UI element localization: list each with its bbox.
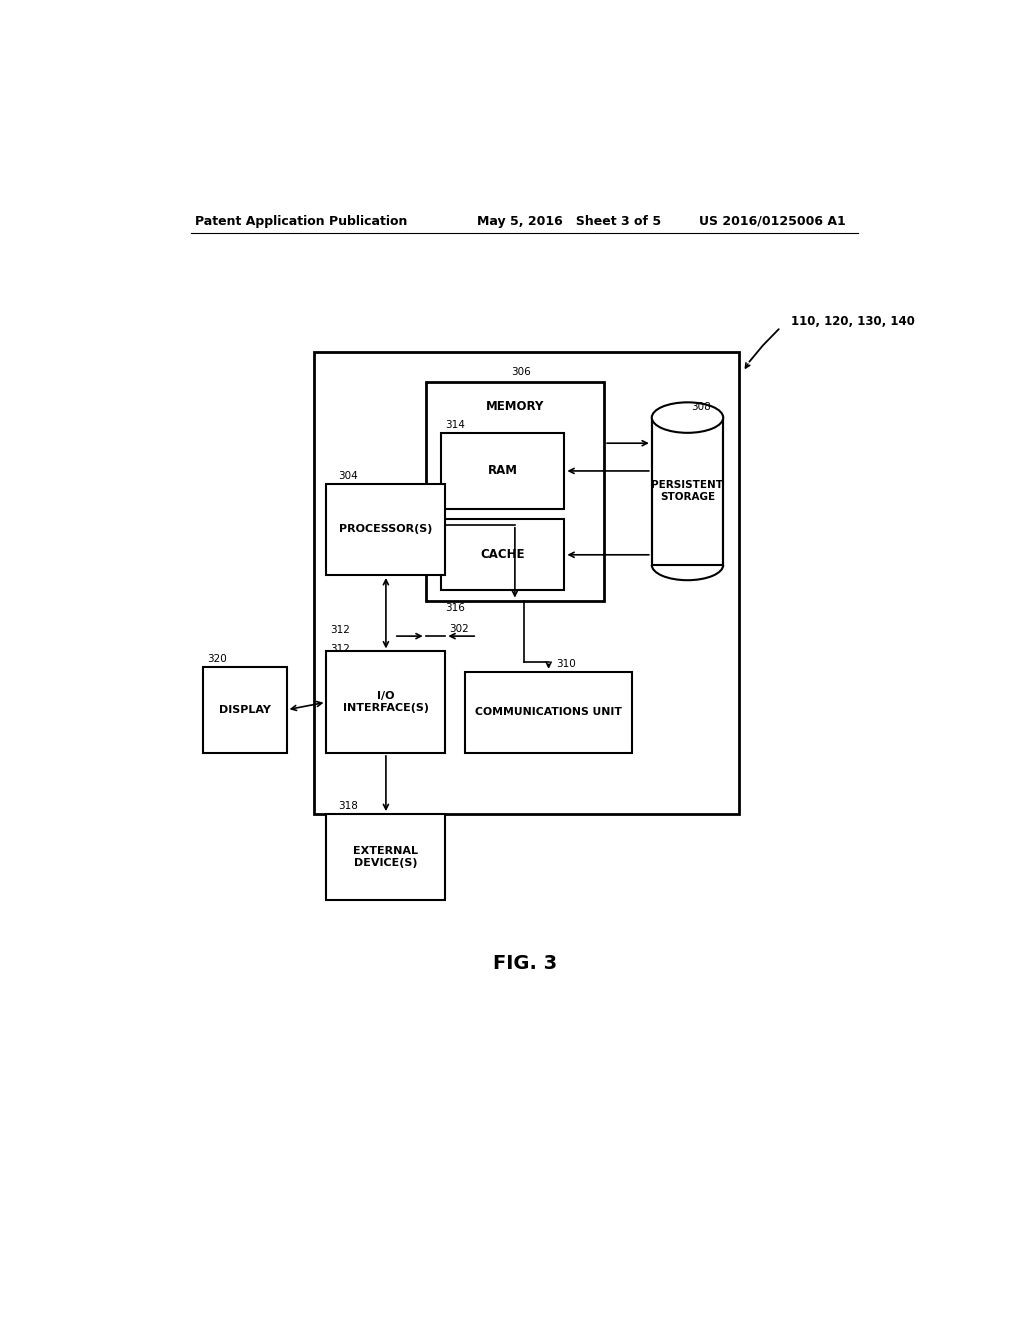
Text: 312: 312: [331, 626, 350, 635]
Text: COMMUNICATIONS UNIT: COMMUNICATIONS UNIT: [475, 708, 622, 717]
Text: PERSISTENT
STORAGE: PERSISTENT STORAGE: [651, 480, 724, 502]
Text: Patent Application Publication: Patent Application Publication: [196, 215, 408, 228]
Text: PROCESSOR(S): PROCESSOR(S): [339, 524, 432, 535]
Ellipse shape: [651, 403, 723, 433]
Text: RAM: RAM: [488, 465, 518, 478]
Text: 312: 312: [331, 644, 350, 655]
Text: 308: 308: [691, 403, 712, 412]
Bar: [651, 417, 723, 565]
Bar: [327, 814, 445, 900]
Text: FIG. 3: FIG. 3: [493, 954, 557, 973]
Bar: [204, 667, 287, 752]
Text: CACHE: CACHE: [480, 548, 525, 561]
Bar: [327, 483, 445, 576]
Text: I/O
INTERFACE(S): I/O INTERFACE(S): [343, 690, 429, 713]
Text: 318: 318: [338, 801, 358, 810]
Text: EXTERNAL
DEVICE(S): EXTERNAL DEVICE(S): [353, 846, 419, 869]
Text: MEMORY: MEMORY: [485, 400, 544, 413]
Bar: [327, 651, 445, 752]
Text: US 2016/0125006 A1: US 2016/0125006 A1: [699, 215, 846, 228]
Text: 306: 306: [511, 367, 530, 378]
Text: 316: 316: [445, 603, 465, 612]
Bar: [441, 519, 564, 590]
Bar: [426, 381, 604, 601]
Bar: [314, 351, 739, 814]
Text: 310: 310: [557, 659, 577, 669]
Text: 314: 314: [445, 420, 465, 430]
Text: 320: 320: [207, 653, 227, 664]
Text: 302: 302: [450, 624, 469, 634]
Text: DISPLAY: DISPLAY: [219, 705, 271, 715]
Text: 110, 120, 130, 140: 110, 120, 130, 140: [791, 314, 914, 327]
Text: May 5, 2016   Sheet 3 of 5: May 5, 2016 Sheet 3 of 5: [477, 215, 662, 228]
Text: 304: 304: [338, 471, 358, 480]
Bar: [441, 433, 564, 510]
Bar: [465, 672, 632, 752]
